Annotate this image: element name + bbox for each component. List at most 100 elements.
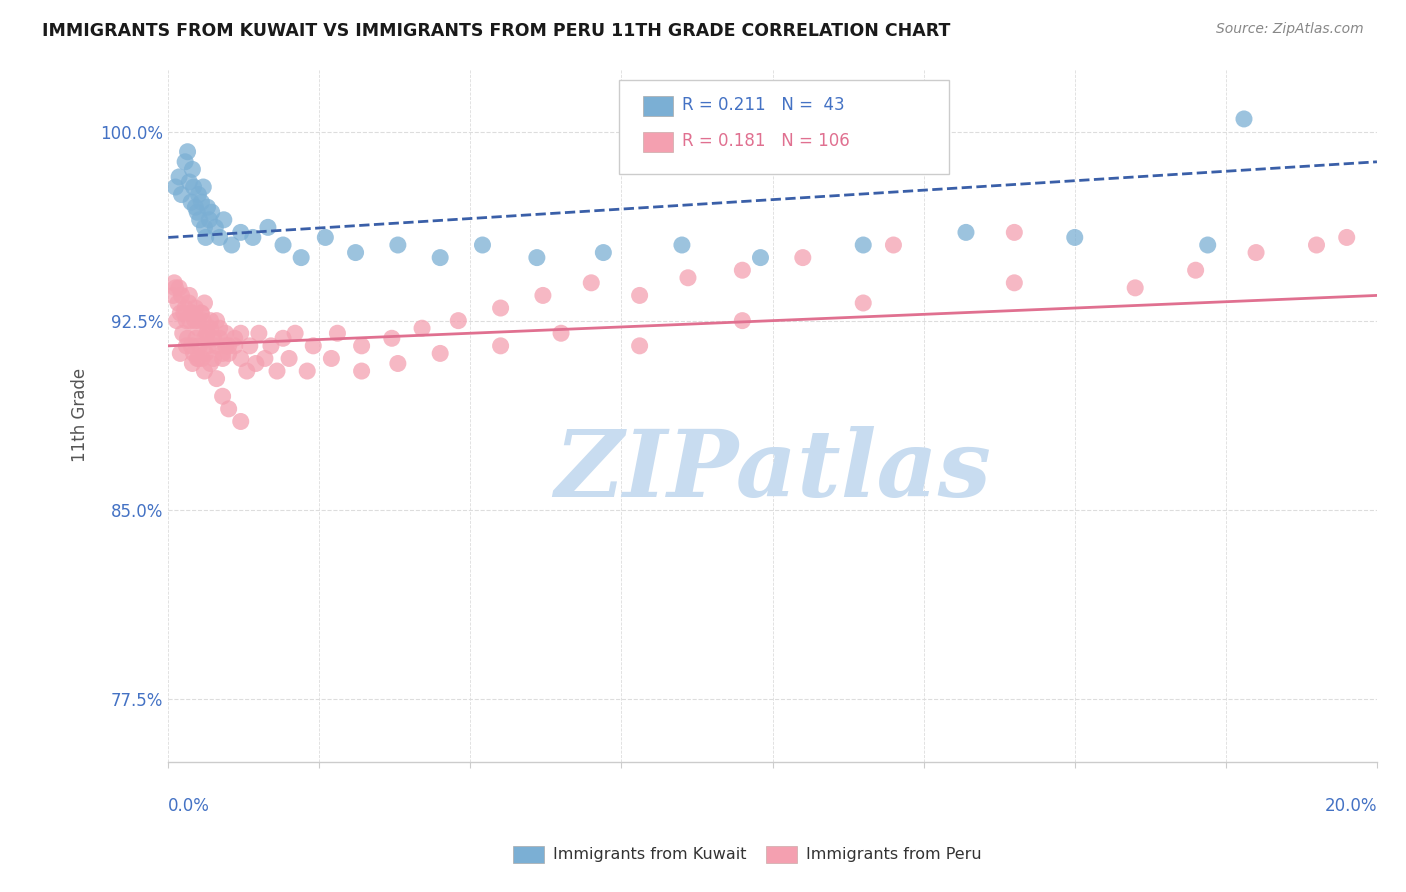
Point	[1002, 276, 1025, 290]
Point	[184, 331, 207, 345]
Point	[172, 326, 194, 341]
Point	[208, 321, 231, 335]
Point	[350, 339, 373, 353]
Point	[208, 331, 231, 345]
Point	[190, 195, 212, 210]
Point	[447, 313, 470, 327]
Point	[202, 351, 225, 366]
Point	[181, 162, 204, 177]
Point	[200, 313, 222, 327]
Point	[581, 276, 603, 290]
Point	[193, 313, 215, 327]
Point	[183, 346, 205, 360]
Point	[731, 263, 754, 277]
Point	[174, 154, 197, 169]
Point	[239, 339, 262, 353]
Y-axis label: 11th Grade: 11th Grade	[72, 368, 89, 462]
Point	[302, 339, 325, 353]
Point	[176, 313, 198, 327]
Point	[205, 313, 228, 327]
Point	[195, 326, 218, 341]
Point	[792, 251, 814, 265]
Point	[200, 357, 222, 371]
Point	[214, 339, 236, 353]
Point	[229, 226, 252, 240]
Point	[165, 281, 187, 295]
Point	[1233, 112, 1256, 126]
Point	[197, 326, 219, 341]
Point	[194, 346, 217, 360]
Point	[177, 296, 200, 310]
Point	[1184, 263, 1206, 277]
Point	[749, 251, 772, 265]
Point	[1002, 226, 1025, 240]
Point	[200, 321, 222, 335]
Point	[204, 220, 226, 235]
Point	[193, 220, 215, 235]
Point	[852, 238, 875, 252]
Point	[194, 230, 217, 244]
Point	[429, 251, 451, 265]
Point	[955, 226, 977, 240]
Point	[1123, 281, 1146, 295]
Point	[257, 220, 280, 235]
Point	[229, 351, 252, 366]
Point	[167, 169, 190, 184]
Point	[381, 331, 404, 345]
Point	[1336, 230, 1358, 244]
Point	[253, 351, 276, 366]
Point	[882, 238, 904, 252]
Point	[211, 351, 233, 366]
Point	[321, 351, 343, 366]
Point	[167, 296, 190, 310]
Point	[166, 313, 188, 327]
Point	[245, 357, 267, 371]
Point	[628, 339, 651, 353]
Point	[676, 270, 699, 285]
Point	[187, 187, 209, 202]
Point	[314, 230, 336, 244]
Point	[326, 326, 349, 341]
Point	[260, 339, 283, 353]
Point	[191, 351, 214, 366]
Point	[224, 331, 246, 345]
Point	[489, 339, 512, 353]
Point	[187, 351, 209, 366]
Point	[187, 313, 209, 327]
Point	[278, 351, 301, 366]
Point	[202, 331, 225, 345]
Point	[531, 288, 554, 302]
Point	[731, 313, 754, 327]
Point	[387, 357, 409, 371]
Point	[221, 238, 243, 252]
Point	[198, 212, 221, 227]
Text: IMMIGRANTS FROM KUWAIT VS IMMIGRANTS FROM PERU 11TH GRADE CORRELATION CHART: IMMIGRANTS FROM KUWAIT VS IMMIGRANTS FRO…	[42, 22, 950, 40]
Point	[247, 326, 270, 341]
Point	[186, 205, 208, 219]
Point	[162, 288, 184, 302]
Point	[205, 371, 228, 385]
Point	[218, 346, 240, 360]
Text: Immigrants from Peru: Immigrants from Peru	[806, 847, 981, 862]
Point	[271, 331, 294, 345]
Point	[184, 301, 207, 315]
Point	[429, 346, 451, 360]
Point	[180, 195, 202, 210]
Point	[186, 351, 208, 366]
Point	[181, 357, 204, 371]
Point	[193, 296, 215, 310]
Point	[229, 415, 252, 429]
Point	[214, 326, 236, 341]
Point	[179, 288, 201, 302]
Point	[167, 281, 190, 295]
Point	[188, 339, 211, 353]
Point	[179, 313, 201, 327]
Point	[284, 326, 307, 341]
Point	[197, 339, 219, 353]
Point	[169, 346, 191, 360]
Point	[205, 339, 228, 353]
Text: Immigrants from Kuwait: Immigrants from Kuwait	[553, 847, 747, 862]
Point	[242, 230, 264, 244]
Point	[176, 339, 198, 353]
Text: R = 0.181   N = 106: R = 0.181 N = 106	[682, 132, 849, 150]
